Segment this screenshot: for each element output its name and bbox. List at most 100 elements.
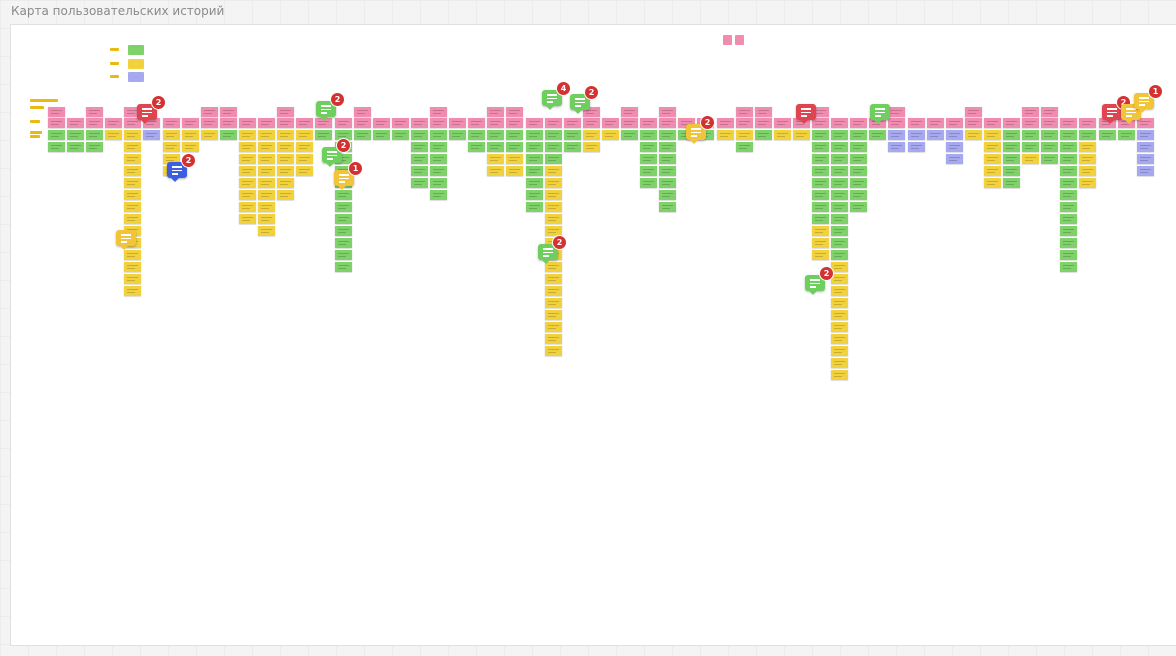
story-sticky[interactable]	[335, 130, 352, 140]
activity-sticky[interactable]	[831, 118, 848, 128]
goal-sticky[interactable]	[621, 107, 638, 117]
story-sticky[interactable]	[48, 142, 65, 152]
story-sticky[interactable]	[812, 226, 829, 236]
story-sticky[interactable]	[506, 142, 523, 152]
story-sticky[interactable]	[239, 190, 256, 200]
story-sticky[interactable]	[258, 178, 275, 188]
story-sticky[interactable]	[1003, 130, 1020, 140]
story-sticky[interactable]	[1137, 142, 1154, 152]
story-sticky[interactable]	[545, 310, 562, 320]
story-sticky[interactable]	[659, 154, 676, 164]
story-sticky[interactable]	[1060, 262, 1077, 272]
activity-sticky[interactable]	[373, 118, 390, 128]
activity-sticky[interactable]	[965, 118, 982, 128]
activity-sticky[interactable]	[908, 118, 925, 128]
story-sticky[interactable]	[1041, 154, 1058, 164]
story-sticky[interactable]	[1003, 178, 1020, 188]
story-sticky[interactable]	[602, 130, 619, 140]
story-sticky[interactable]	[812, 190, 829, 200]
story-sticky[interactable]	[239, 202, 256, 212]
story-sticky[interactable]	[946, 154, 963, 164]
story-sticky[interactable]	[1079, 178, 1096, 188]
story-sticky[interactable]	[526, 202, 543, 212]
story-sticky[interactable]	[984, 166, 1001, 176]
story-sticky[interactable]	[1022, 154, 1039, 164]
story-sticky[interactable]	[354, 130, 371, 140]
story-sticky[interactable]	[812, 154, 829, 164]
story-sticky[interactable]	[163, 154, 180, 164]
story-sticky[interactable]	[640, 142, 657, 152]
story-sticky[interactable]	[526, 130, 543, 140]
story-sticky[interactable]	[736, 130, 753, 140]
story-sticky[interactable]	[1060, 166, 1077, 176]
goal-sticky[interactable]	[277, 107, 294, 117]
story-sticky[interactable]	[831, 142, 848, 152]
story-sticky[interactable]	[296, 166, 313, 176]
activity-sticky[interactable]	[717, 118, 734, 128]
story-sticky[interactable]	[831, 154, 848, 164]
activity-sticky[interactable]	[774, 118, 791, 128]
comment-icon[interactable]	[322, 147, 342, 167]
comment-icon[interactable]	[686, 124, 706, 144]
story-sticky[interactable]	[430, 130, 447, 140]
story-sticky[interactable]	[277, 166, 294, 176]
story-sticky[interactable]	[239, 130, 256, 140]
activity-sticky[interactable]	[315, 118, 332, 128]
story-sticky[interactable]	[812, 238, 829, 248]
story-sticky[interactable]	[831, 358, 848, 368]
story-sticky[interactable]	[411, 130, 428, 140]
story-sticky[interactable]	[67, 130, 84, 140]
activity-sticky[interactable]	[163, 118, 180, 128]
story-sticky[interactable]	[831, 130, 848, 140]
story-sticky[interactable]	[545, 214, 562, 224]
story-sticky[interactable]	[583, 142, 600, 152]
story-sticky[interactable]	[449, 130, 466, 140]
comment-icon[interactable]	[316, 101, 336, 121]
story-sticky[interactable]	[564, 142, 581, 152]
story-sticky[interactable]	[927, 130, 944, 140]
goal-sticky[interactable]	[354, 107, 371, 117]
activity-sticky[interactable]	[143, 118, 160, 128]
story-sticky[interactable]	[277, 190, 294, 200]
story-sticky[interactable]	[831, 250, 848, 260]
story-sticky[interactable]	[659, 130, 676, 140]
story-sticky[interactable]	[831, 226, 848, 236]
activity-sticky[interactable]	[86, 118, 103, 128]
goal-sticky[interactable]	[124, 107, 141, 117]
story-sticky[interactable]	[984, 130, 1001, 140]
story-sticky[interactable]	[1079, 166, 1096, 176]
story-sticky[interactable]	[124, 142, 141, 152]
activity-sticky[interactable]	[48, 118, 65, 128]
story-sticky[interactable]	[583, 130, 600, 140]
comment-icon[interactable]	[570, 94, 590, 114]
comment-icon[interactable]	[116, 230, 136, 250]
activity-sticky[interactable]	[506, 118, 523, 128]
story-sticky[interactable]	[545, 322, 562, 332]
story-sticky[interactable]	[220, 130, 237, 140]
story-sticky[interactable]	[86, 142, 103, 152]
comment-icon[interactable]	[1134, 93, 1154, 113]
story-sticky[interactable]	[258, 190, 275, 200]
story-sticky[interactable]	[850, 202, 867, 212]
story-sticky[interactable]	[908, 142, 925, 152]
story-sticky[interactable]	[831, 190, 848, 200]
story-sticky[interactable]	[831, 322, 848, 332]
goal-sticky[interactable]	[48, 107, 65, 117]
comment-icon[interactable]	[334, 170, 354, 190]
story-sticky[interactable]	[1079, 130, 1096, 140]
story-sticky[interactable]	[946, 130, 963, 140]
story-sticky[interactable]	[1041, 130, 1058, 140]
activity-sticky[interactable]	[583, 118, 600, 128]
activity-sticky[interactable]	[239, 118, 256, 128]
comment-icon[interactable]	[538, 244, 558, 264]
story-sticky[interactable]	[258, 154, 275, 164]
activity-sticky[interactable]	[659, 118, 676, 128]
story-sticky[interactable]	[124, 130, 141, 140]
story-sticky[interactable]	[831, 286, 848, 296]
story-sticky[interactable]	[831, 202, 848, 212]
story-sticky[interactable]	[1137, 166, 1154, 176]
story-sticky[interactable]	[812, 178, 829, 188]
story-sticky[interactable]	[487, 130, 504, 140]
story-sticky[interactable]	[296, 154, 313, 164]
story-sticky[interactable]	[545, 334, 562, 344]
